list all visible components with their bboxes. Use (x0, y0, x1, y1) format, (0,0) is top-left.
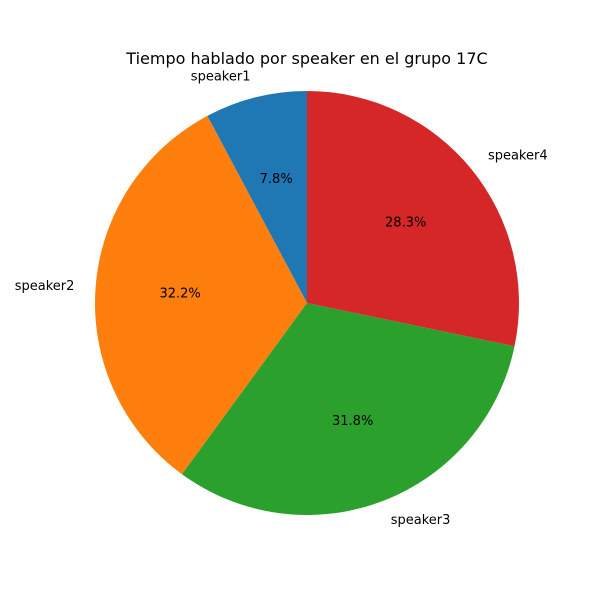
pie-slice-speaker4 (307, 91, 520, 347)
chart-title: Tiempo hablado por speaker en el grupo 1… (125, 49, 487, 68)
pie-slices (95, 91, 520, 516)
pct-label-speaker3: 31.8% (332, 414, 373, 429)
slice-label-speaker1: speaker1 (191, 69, 251, 84)
slice-label-speaker4: speaker4 (488, 148, 548, 163)
pct-label-speaker4: 28.3% (385, 215, 426, 230)
pie-labels: speaker1 7.8% speaker2 32.2% speaker3 31.8% sp… (15, 69, 548, 528)
pct-label-speaker1: 7.8% (260, 172, 293, 187)
pie-slice-speaker1 (207, 91, 307, 303)
slice-label-speaker3: speaker3 (391, 513, 451, 528)
slice-label-speaker2: speaker2 (15, 279, 75, 294)
pct-label-speaker2: 32.2% (159, 287, 200, 302)
pie-slice-speaker2 (95, 115, 308, 475)
pie-slice-speaker3 (181, 303, 515, 516)
